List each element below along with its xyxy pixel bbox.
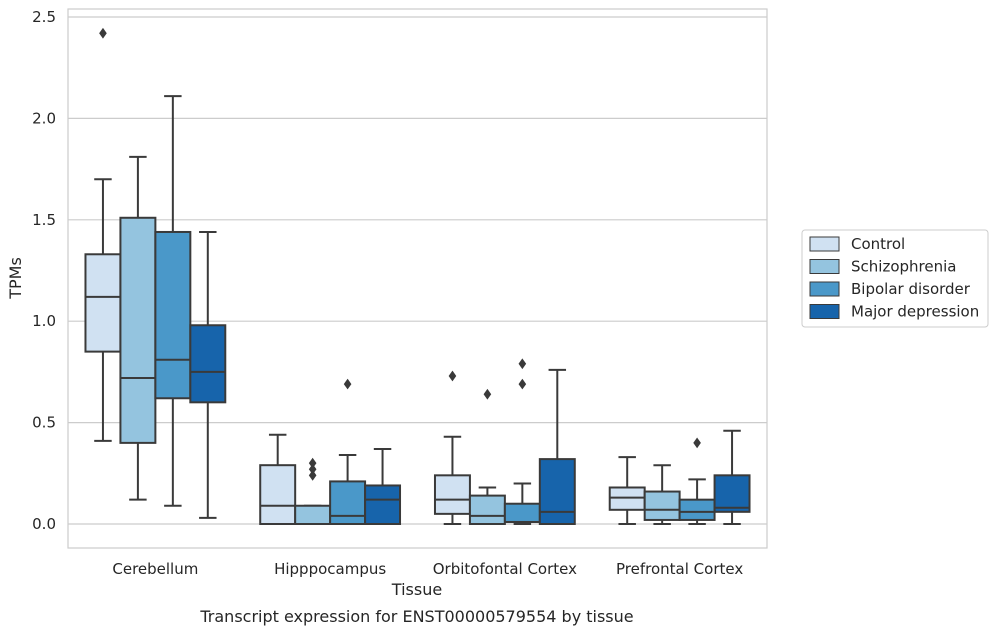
outlier-point bbox=[448, 370, 457, 382]
box-bipolar-disorder bbox=[329, 378, 367, 525]
box-iqr bbox=[189, 324, 227, 404]
x-tick-label: Prefrontal Cortex bbox=[616, 560, 743, 578]
box-bipolar-disorder bbox=[678, 437, 716, 525]
y-axis-label: TPMs bbox=[6, 257, 25, 300]
box-bipolar-disorder bbox=[154, 95, 192, 507]
box-control bbox=[608, 456, 646, 525]
box-schizophrenia bbox=[643, 464, 681, 525]
legend: Control Schizophrenia Bipolar disorder Majo… bbox=[801, 229, 989, 328]
box-schizophrenia bbox=[294, 457, 332, 525]
legend-swatch bbox=[809, 236, 840, 252]
box-iqr bbox=[329, 480, 367, 525]
box-iqr bbox=[503, 502, 541, 523]
outlier-point bbox=[483, 388, 492, 400]
legend-label: Control bbox=[851, 235, 905, 253]
box-schizophrenia bbox=[468, 388, 506, 526]
outlier-point bbox=[308, 457, 317, 469]
x-axis-ticks: Cerebellum Hipppocampus Orbitofontal Corte… bbox=[112, 560, 743, 578]
y-tick-label: 0.0 bbox=[32, 515, 56, 533]
legend-label: Schizophrenia bbox=[851, 258, 956, 276]
box-control bbox=[259, 433, 297, 525]
outlier-point bbox=[99, 27, 107, 39]
box-iqr bbox=[468, 494, 506, 526]
y-tick-label: 1.0 bbox=[32, 312, 56, 330]
box-iqr bbox=[608, 486, 646, 511]
outlier-point bbox=[343, 378, 352, 390]
y-tick-label: 1.5 bbox=[32, 211, 56, 229]
box-major-depression bbox=[189, 230, 227, 519]
box-iqr bbox=[433, 474, 471, 515]
legend-label: Bipolar disorder bbox=[851, 280, 971, 298]
y-tick-label: 2.5 bbox=[32, 8, 56, 26]
y-tick-label: 0.5 bbox=[32, 414, 56, 432]
box-iqr bbox=[84, 253, 122, 353]
box-iqr bbox=[678, 498, 716, 521]
legend-label: Major depression bbox=[851, 303, 979, 321]
box-iqr bbox=[259, 464, 297, 525]
box-major-depression bbox=[538, 368, 576, 526]
box-iqr bbox=[154, 230, 192, 400]
legend-swatch bbox=[809, 259, 840, 274]
outlier-point bbox=[308, 463, 317, 475]
plot-frame bbox=[67, 8, 768, 549]
x-tick-label: Hipppocampus bbox=[274, 560, 386, 578]
box-iqr bbox=[119, 216, 157, 444]
box-major-depression bbox=[364, 447, 402, 525]
legend-swatch bbox=[809, 304, 840, 319]
box-bipolar-disorder bbox=[503, 358, 541, 525]
box-schizophrenia bbox=[119, 155, 157, 501]
box-groups bbox=[84, 27, 751, 526]
y-tick-label: 2.0 bbox=[32, 109, 56, 127]
box-iqr bbox=[538, 458, 576, 526]
box-iqr bbox=[643, 490, 681, 521]
box-control bbox=[84, 27, 122, 442]
outlier-point bbox=[308, 469, 317, 481]
box-iqr bbox=[713, 474, 751, 513]
x-axis-label: Tissue bbox=[391, 580, 442, 599]
chart-caption: Transcript expression for ENST0000057955… bbox=[199, 607, 633, 626]
legend-swatch bbox=[809, 281, 840, 297]
outlier-point bbox=[693, 437, 701, 449]
box-major-depression bbox=[713, 429, 751, 525]
outlier-point bbox=[518, 358, 527, 370]
box-iqr bbox=[364, 484, 402, 525]
y-axis-ticks: 0.0 0.5 1.0 1.5 2.0 2.5 bbox=[32, 8, 56, 533]
x-tick-label: Cerebellum bbox=[112, 560, 198, 578]
box-control bbox=[433, 370, 471, 525]
box-iqr bbox=[294, 504, 332, 525]
outlier-point bbox=[518, 378, 527, 390]
x-tick-label: Orbitofontal Cortex bbox=[433, 560, 577, 578]
legend-frame bbox=[801, 229, 989, 328]
